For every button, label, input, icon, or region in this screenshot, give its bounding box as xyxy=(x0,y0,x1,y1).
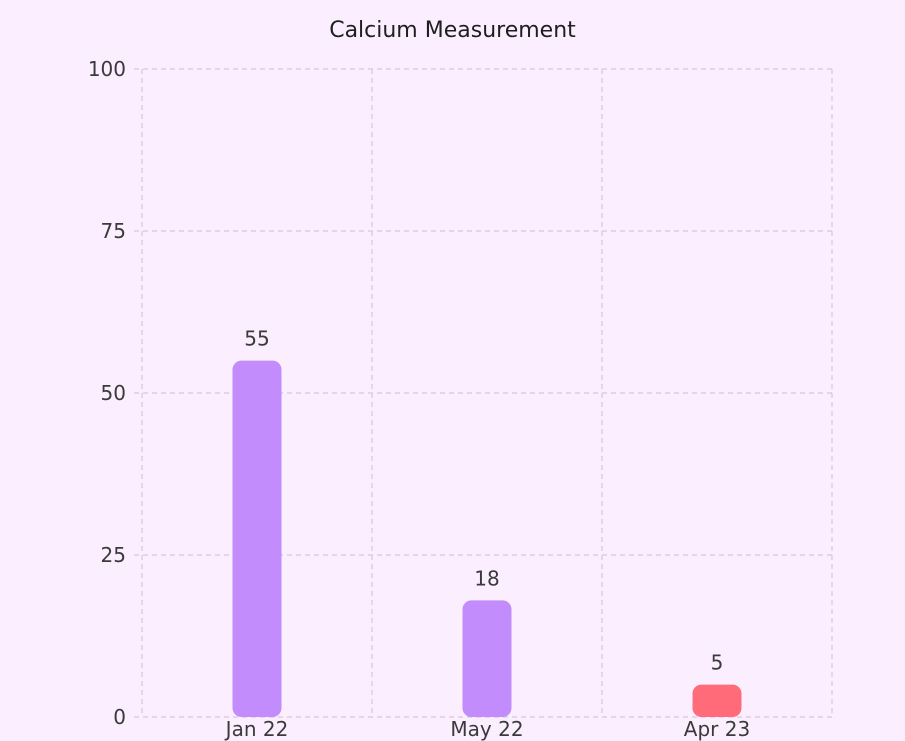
data-label-jan-22: 55 xyxy=(244,327,269,351)
y-tick-label-100: 100 xyxy=(88,57,126,81)
y-tick-label-0: 0 xyxy=(113,705,126,729)
y-tick-label-75: 75 xyxy=(101,219,126,243)
bar-may-22 xyxy=(462,600,512,717)
y-tick-label-25: 25 xyxy=(101,543,126,567)
bar-jan-22 xyxy=(232,360,282,717)
data-label-apr-23: 5 xyxy=(711,651,724,675)
x-tick-label-may-22: May 22 xyxy=(450,717,523,741)
x-tick-label-jan-22: Jan 22 xyxy=(224,717,289,741)
x-tick-label-apr-23: Apr 23 xyxy=(684,717,750,741)
data-label-may-22: 18 xyxy=(474,566,499,590)
chart-title: Calcium Measurement xyxy=(329,18,576,43)
bar-apr-23 xyxy=(692,684,742,717)
y-tick-label-50: 50 xyxy=(101,381,126,405)
